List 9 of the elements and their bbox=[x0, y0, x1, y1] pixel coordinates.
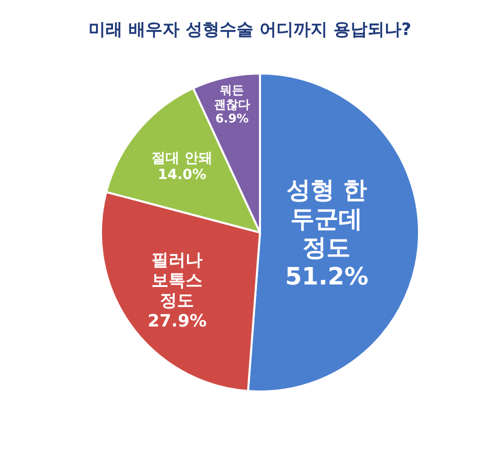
slice-label: 절대 안돼 bbox=[152, 150, 212, 166]
chart-title: 미래 배우자 성형수술 어디까지 용납되나? bbox=[88, 18, 412, 42]
slice-label: 필러나 보톡스 정도 bbox=[152, 250, 203, 312]
data-label: 14.0% bbox=[158, 167, 206, 184]
slice-label: 성형 한 두군데 정도 bbox=[286, 176, 367, 262]
slice-label: 뭐든 괜찮다 bbox=[214, 82, 250, 112]
data-label: 27.9% bbox=[148, 312, 207, 332]
data-label: 51.2% bbox=[285, 262, 368, 290]
data-label: 6.9% bbox=[215, 112, 249, 126]
